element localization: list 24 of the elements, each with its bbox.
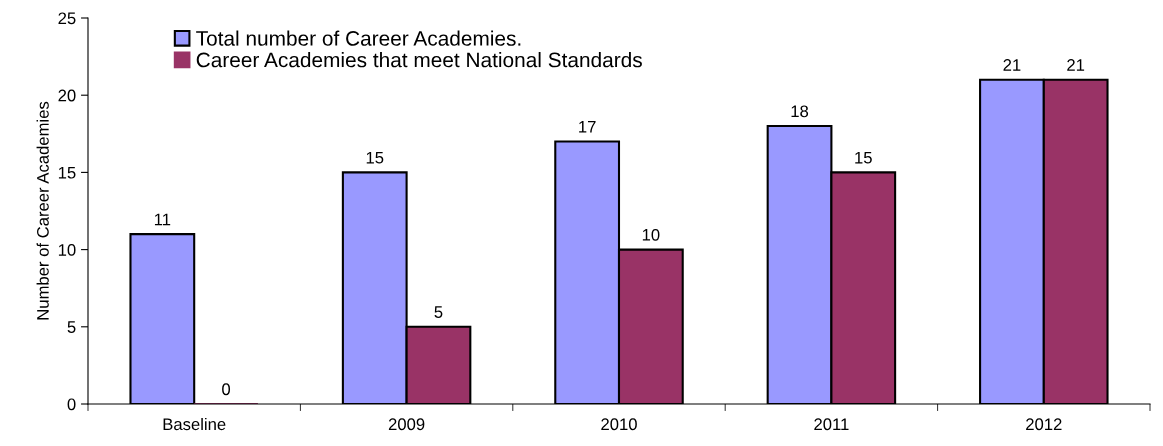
legend-label: Career Academies that meet National Standards: [196, 52, 642, 68]
y-tick-label: 20: [58, 89, 76, 102]
data-label: 15: [855, 151, 872, 164]
x-tick-label: 2011: [814, 418, 849, 431]
x-tick-label: 2012: [1026, 418, 1062, 431]
x-tick-label: Baseline: [163, 417, 226, 431]
data-label: 5: [434, 306, 443, 318]
data-label: 15: [366, 151, 384, 164]
y-tick-label: 15: [58, 166, 76, 179]
legend-label: Total number of Career Academies.: [196, 30, 521, 46]
data-label: 17: [579, 121, 596, 133]
y-axis-title: Number of Career Academies: [36, 101, 49, 320]
x-tick-label: 2010: [601, 418, 637, 431]
y-tick-label: 10: [58, 244, 76, 256]
x-tick-label: 2009: [388, 418, 425, 431]
data-label: 10: [642, 228, 660, 241]
y-tick-label: 25: [58, 12, 76, 25]
data-label: 11: [154, 213, 171, 226]
data-label: 18: [791, 105, 809, 118]
y-tick-label: 0: [67, 398, 76, 411]
data-label: 0: [222, 383, 231, 396]
data-label: 21: [1067, 59, 1085, 71]
y-tick-label: 5: [67, 321, 76, 333]
data-label: 21: [1003, 59, 1021, 71]
